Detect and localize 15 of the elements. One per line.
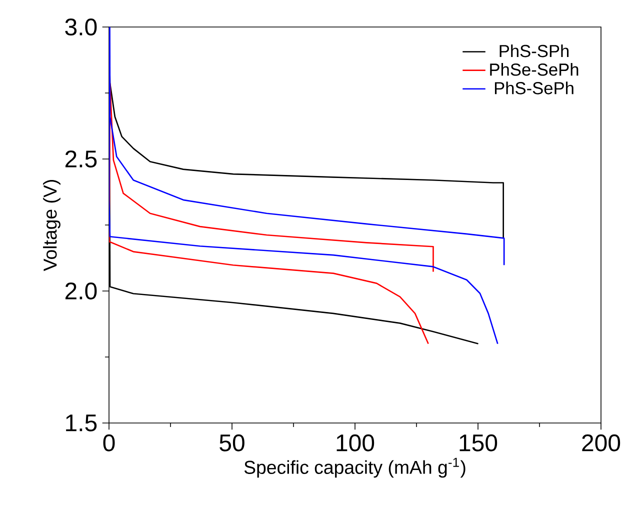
x-axis-title: Specific capacity (mAh g$^{-1}$) <box>244 458 466 478</box>
line-series <box>109 82 434 344</box>
y-axis-title: Voltage (V) <box>43 180 60 272</box>
y-tick-label: 3.0 <box>65 18 97 36</box>
x-tick-label: 0 <box>103 434 115 452</box>
legend-label: PhS-SePh <box>494 82 574 94</box>
legend-label: PhSe-SePh <box>490 63 578 76</box>
x-tick-label: 150 <box>460 434 498 452</box>
y-tick-label: 1.5 <box>66 414 97 432</box>
y-tick-label: 2.0 <box>65 282 97 300</box>
x-tick-label: 50 <box>220 434 244 452</box>
legend-label: PhS-SPh <box>500 44 569 58</box>
x-tick-label: 100 <box>336 434 374 452</box>
x-tick-label: 200 <box>582 434 620 452</box>
y-tick-label: 2.5 <box>65 150 97 168</box>
